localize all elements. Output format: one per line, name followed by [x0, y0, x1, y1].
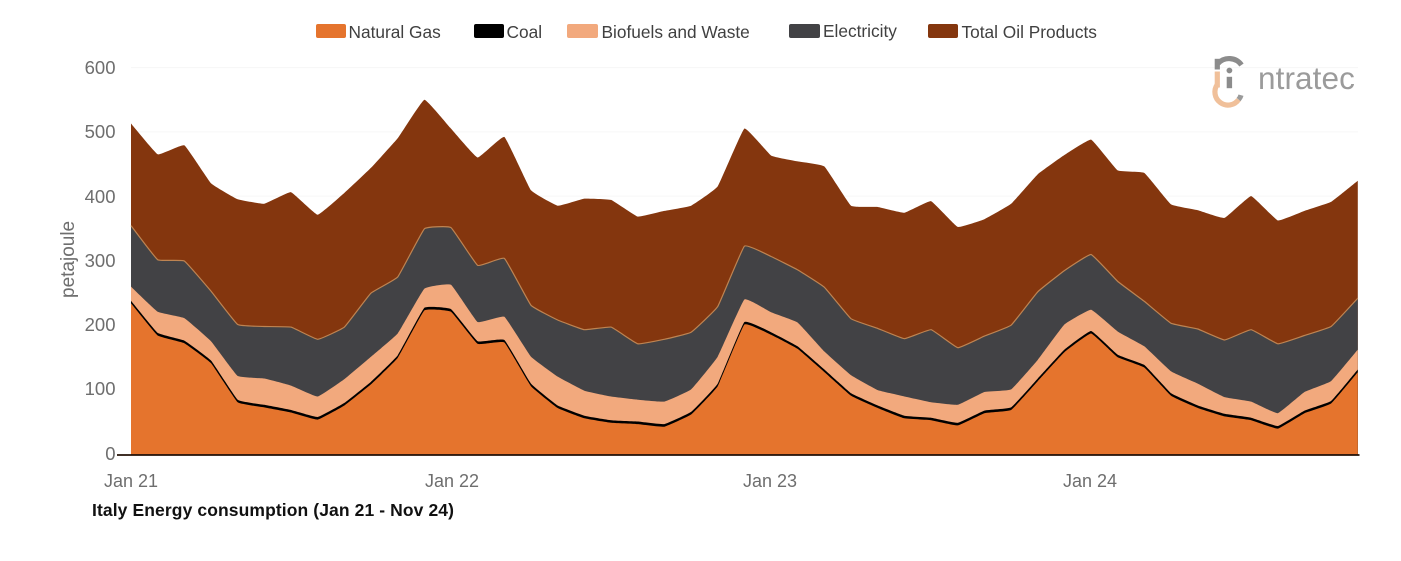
svg-text:ntratec: ntratec [1258, 60, 1355, 96]
